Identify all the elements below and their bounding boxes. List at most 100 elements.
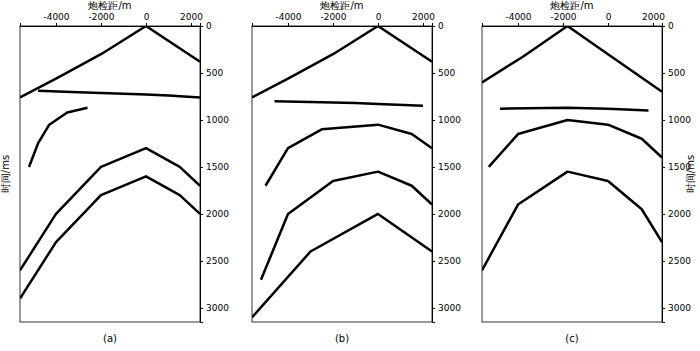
y-tick: 1000 xyxy=(662,115,691,125)
x-tick-label: -2000 xyxy=(88,12,114,22)
y-tick: 3000 xyxy=(200,303,229,313)
y-tick-label: 1000 xyxy=(206,115,229,125)
panel: -4000-200002000050010001500200025003000 xyxy=(252,12,461,323)
y-tick: 2500 xyxy=(432,256,461,266)
event-line xyxy=(29,108,88,167)
y-tick-label: 2500 xyxy=(206,256,229,266)
y-tick-mark xyxy=(432,73,435,74)
x-tick: -2000 xyxy=(550,12,576,26)
x-tick-mark xyxy=(56,23,57,26)
event-line xyxy=(500,108,649,111)
x-tick-mark xyxy=(191,23,192,26)
event-line xyxy=(20,26,146,97)
y-tick-mark xyxy=(432,308,435,309)
x-tick: 2000 xyxy=(412,12,435,26)
y-tick-mark xyxy=(432,167,435,168)
y-tick: 3000 xyxy=(662,303,691,313)
y-tick-label: 3000 xyxy=(438,303,461,313)
x-tick-label: -4000 xyxy=(275,12,301,22)
event-line xyxy=(275,101,424,106)
event-line xyxy=(146,26,200,62)
x-tick: -4000 xyxy=(505,12,531,26)
x-tick-mark xyxy=(608,23,609,26)
x-tick-mark xyxy=(653,23,654,26)
events xyxy=(252,26,432,317)
event-line xyxy=(378,26,432,62)
panel-label: (c) xyxy=(565,333,578,344)
y-axis: 0 500 1000 1500 2000 2500 3000 xyxy=(200,21,229,322)
x-tick-label: 2000 xyxy=(180,12,203,22)
event-line xyxy=(252,214,432,317)
event-line xyxy=(20,176,200,298)
plot-frame xyxy=(482,26,662,322)
y-axis-line xyxy=(433,27,436,323)
x-tick-mark xyxy=(333,23,334,26)
event-line xyxy=(252,26,378,97)
x-tick: -2000 xyxy=(88,12,114,26)
y-tick-mark xyxy=(200,120,203,121)
events xyxy=(482,26,662,270)
event-line xyxy=(20,148,200,270)
x-tick: 0 xyxy=(606,12,612,26)
y-tick-mark xyxy=(432,261,435,262)
y-tick-mark xyxy=(200,214,203,215)
y-tick: 0 xyxy=(432,21,444,31)
x-axis-title: 炮检距/m xyxy=(550,0,593,11)
event-line xyxy=(482,172,662,271)
event-line xyxy=(482,26,568,82)
x-tick: 2000 xyxy=(180,12,203,26)
y-tick-label: 500 xyxy=(438,68,455,78)
plot-frame xyxy=(252,26,432,322)
y-tick-label: 500 xyxy=(668,68,685,78)
y-tick: 1500 xyxy=(432,162,461,172)
panel-label: (b) xyxy=(335,333,349,344)
y-tick-mark xyxy=(200,73,203,74)
x-tick-mark xyxy=(378,23,379,26)
y-tick-mark xyxy=(662,167,665,168)
y-tick-mark xyxy=(662,214,665,215)
y-tick: 500 xyxy=(200,68,223,78)
y-tick-label: 2500 xyxy=(668,256,691,266)
y-tick: 1000 xyxy=(200,115,229,125)
y-tick-mark xyxy=(200,26,203,27)
plot-frame xyxy=(20,26,200,322)
y-tick-mark xyxy=(200,167,203,168)
x-tick-label: -2000 xyxy=(320,12,346,22)
y-tick: 3000 xyxy=(432,303,461,313)
x-tick-mark xyxy=(423,23,424,26)
x-tick-label: -4000 xyxy=(505,12,531,22)
x-tick-label: 0 xyxy=(606,12,612,22)
figure: -4000-200002000050010001500200025003000炮… xyxy=(0,0,700,351)
x-tick-label: 2000 xyxy=(642,12,665,22)
event-line xyxy=(568,26,663,92)
y-tick-label: 0 xyxy=(438,21,444,31)
y-tick-label: 1000 xyxy=(438,115,461,125)
x-tick: -4000 xyxy=(275,12,301,26)
y-tick-label: 3000 xyxy=(206,303,229,313)
x-tick-label: -4000 xyxy=(43,12,69,22)
y-tick-label: 2000 xyxy=(206,209,229,219)
event-line xyxy=(489,120,662,167)
y-tick: 0 xyxy=(200,21,212,31)
x-tick-label: -2000 xyxy=(550,12,576,22)
y-axis-line xyxy=(201,27,204,323)
y-tick: 2000 xyxy=(662,209,691,219)
x-axis-title: 炮检距/m xyxy=(88,0,131,11)
y-tick: 2500 xyxy=(662,256,691,266)
event-line xyxy=(261,172,432,280)
y-tick: 0 xyxy=(662,21,674,31)
y-tick-label: 2000 xyxy=(438,209,461,219)
y-axis-title: 时间/ms xyxy=(685,155,696,193)
y-tick: 1500 xyxy=(200,162,229,172)
y-tick-mark xyxy=(662,73,665,74)
x-axis-line xyxy=(483,23,663,27)
y-tick: 2500 xyxy=(200,256,229,266)
y-axis: 0 500 1000 1500 2000 2500 3000 xyxy=(432,21,461,322)
x-tick-label: 2000 xyxy=(412,12,435,22)
x-axis-title: 炮检距/m xyxy=(320,0,363,11)
y-tick-label: 1000 xyxy=(668,115,691,125)
y-tick-mark xyxy=(432,214,435,215)
x-tick-mark xyxy=(146,23,147,26)
y-axis-line xyxy=(663,27,666,323)
y-axis-title: 时间/ms xyxy=(0,155,11,193)
